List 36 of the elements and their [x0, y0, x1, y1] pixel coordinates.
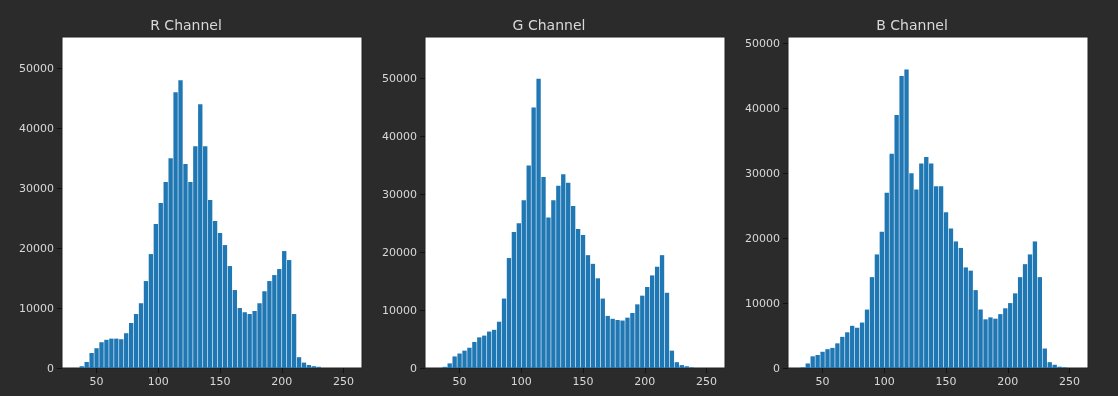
x-tick-label: 200: [997, 375, 1019, 388]
x-tick-label: 50: [89, 375, 104, 388]
x-tick-label: 250: [695, 375, 717, 388]
x-tick-label: 100: [147, 375, 169, 388]
y-tick-label: 50000: [382, 72, 417, 86]
y-tick-label: 0: [773, 361, 780, 375]
x-tick-label: 200: [271, 375, 293, 388]
y-tick-label: 40000: [745, 101, 780, 115]
y-tick-label: 20000: [382, 245, 417, 259]
x-tick-label: 150: [935, 375, 957, 388]
y-tick-label: 50000: [745, 36, 780, 50]
x-tick-label: 100: [873, 375, 895, 388]
y-tick-label: 30000: [382, 187, 417, 201]
y-tick-label: 10000: [19, 301, 54, 315]
y-tick-label: 0: [410, 361, 417, 375]
x-tick-label: 150: [572, 375, 594, 388]
chart-title: B Channel: [876, 17, 948, 33]
x-tick-label: 150: [209, 375, 231, 388]
y-tick-label: 10000: [745, 296, 780, 310]
y-tick-label: 30000: [19, 181, 54, 195]
x-tick-label: 100: [510, 375, 532, 388]
x-tick-label: 50: [452, 375, 467, 388]
y-tick-label: 30000: [745, 166, 780, 180]
chart-title: G Channel: [512, 17, 586, 33]
y-tick-label: 0: [47, 361, 54, 375]
y-tick-label: 20000: [19, 241, 54, 255]
chart-title: R Channel: [150, 17, 222, 33]
y-tick-label: 50000: [19, 61, 54, 75]
x-tick-label: 50: [815, 375, 830, 388]
x-tick-label: 200: [634, 375, 656, 388]
x-tick-label: 250: [1058, 375, 1080, 388]
y-tick-label: 40000: [19, 121, 54, 135]
y-tick-label: 10000: [382, 303, 417, 317]
y-tick-label: 40000: [382, 130, 417, 144]
x-tick-label: 250: [332, 375, 354, 388]
y-tick-label: 20000: [745, 231, 780, 245]
